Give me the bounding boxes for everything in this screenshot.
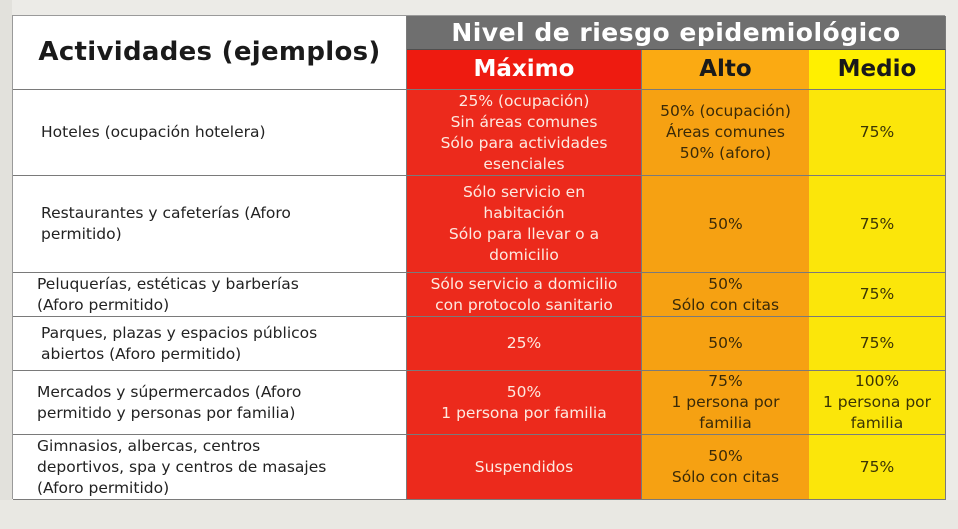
maximo-cell: Sólo servicio en habitación Sólo para ll… xyxy=(407,176,642,273)
activity-cell: Peluquerías, estéticas y barberías (Afor… xyxy=(13,273,407,317)
maximo-cell: Sólo servicio a domicilio con protocolo … xyxy=(407,273,642,317)
level-alto-header: Alto xyxy=(642,50,809,90)
alto-cell: 50% xyxy=(642,176,809,273)
activity-cell: Gimnasios, albercas, centros deportivos,… xyxy=(13,435,407,500)
level-maximo-header: Máximo xyxy=(407,50,642,90)
background-strip xyxy=(0,500,958,529)
maximo-cell: 25% (ocupación) Sin áreas comunes Sólo p… xyxy=(407,90,642,176)
maximo-cell: Suspendidos xyxy=(407,435,642,500)
alto-cell: 50% Sólo con citas xyxy=(642,435,809,500)
level-medio-header: Medio xyxy=(809,50,946,90)
activity-cell: Restaurantes y cafeterías (Aforo permiti… xyxy=(13,176,407,273)
background-strip xyxy=(0,0,12,529)
alto-cell: 50% (ocupación) Áreas comunes 50% (aforo… xyxy=(642,90,809,176)
activities-header: Actividades (ejemplos) xyxy=(13,16,407,90)
alto-cell: 75% 1 persona por familia xyxy=(642,371,809,435)
activity-cell: Hoteles (ocupación hotelera) xyxy=(13,90,407,176)
medio-cell: 75% xyxy=(809,273,946,317)
alto-cell: 50% xyxy=(642,317,809,371)
maximo-cell: 25% xyxy=(407,317,642,371)
medio-cell: 75% xyxy=(809,90,946,176)
medio-cell: 75% xyxy=(809,317,946,371)
maximo-cell: 50% 1 persona por familia xyxy=(407,371,642,435)
medio-cell: 100% 1 persona por familia xyxy=(809,371,946,435)
alto-cell: 50% Sólo con citas xyxy=(642,273,809,317)
activity-cell: Mercados y súpermercados (Aforo permitid… xyxy=(13,371,407,435)
medio-cell: 75% xyxy=(809,176,946,273)
medio-cell: 75% xyxy=(809,435,946,500)
risk-table: Actividades (ejemplos) Nivel de riesgo e… xyxy=(12,15,946,500)
activity-cell: Parques, plazas y espacios públicos abie… xyxy=(13,317,407,371)
risk-level-header: Nivel de riesgo epidemiológico xyxy=(407,16,946,50)
